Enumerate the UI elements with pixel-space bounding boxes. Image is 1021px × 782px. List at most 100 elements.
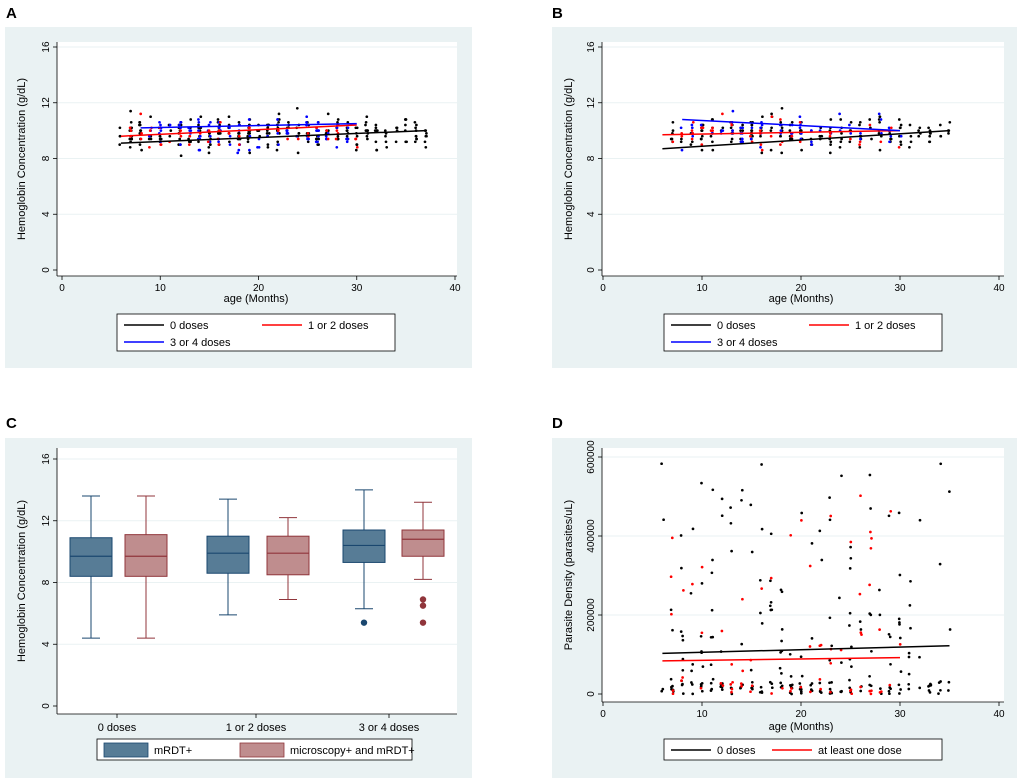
panel-a-point-black-138 (237, 120, 241, 124)
panel-d-point-black-16 (661, 687, 665, 691)
panel-d-point-black-204 (908, 604, 912, 607)
panel-c-plot-area (57, 448, 457, 714)
panel-b-point-black-93 (870, 137, 873, 141)
panel-b-ytick-label-3: 12 (586, 97, 597, 109)
panel-d-point-black-215 (897, 617, 901, 621)
panel-a-point-black-142 (267, 132, 271, 135)
panel-a-ytick-label-0: 0 (41, 267, 52, 273)
panel-a-point-black-128 (383, 129, 387, 132)
panel-a-point-black-249 (315, 137, 319, 141)
panel-d-point-black-156 (887, 632, 891, 636)
panel-a-point-black-251 (139, 129, 142, 132)
panel-a-xtick-label-2: 20 (253, 283, 265, 294)
panel-d-point-black-54 (711, 558, 714, 562)
panel-d-point-black-123 (750, 680, 754, 684)
panel-a-point-black-29 (169, 129, 173, 132)
panel-a-point-red-2 (139, 137, 143, 141)
panel-b-point-red-31 (828, 134, 832, 138)
panel-a-point-blue-43 (306, 137, 309, 141)
panel-b-legend-label-0: 0 doses (717, 320, 756, 332)
panel-a-legend-label-2: 3 or 4 doses (170, 337, 231, 349)
panel-b-point-black-133 (739, 129, 742, 132)
panel-a-point-blue-54 (159, 123, 162, 127)
panel-d-point-black-67 (679, 534, 683, 537)
panel-d-point-black-114 (710, 608, 714, 612)
panel-a-point-blue-17 (305, 120, 308, 124)
panel-a-point-blue-64 (228, 134, 232, 138)
panel-d: D 0 200000 400000 600000 0 10 20 30 40 age (Mont… (552, 415, 1017, 778)
panel-b-point-black-105 (899, 140, 903, 144)
panel-d-point-black-213 (878, 588, 881, 592)
panel-b-point-red-12 (779, 143, 782, 146)
panel-b-point-black-101 (790, 137, 794, 141)
panel-d-point-black-181 (699, 684, 703, 688)
panel-a-point-black-20 (140, 148, 143, 152)
panel-a-point-blue-51 (276, 132, 280, 135)
panel-b-ytick-label-1: 4 (586, 211, 597, 217)
panel-a-point-red-35 (159, 143, 163, 146)
panel-a-point-blue-85 (237, 148, 241, 152)
panel-b-xtick-label-3: 30 (894, 283, 906, 294)
panel-d-point-black-144 (818, 529, 822, 533)
panel-d-point-black-106 (848, 567, 852, 570)
panel-d-point-black-80 (690, 681, 693, 684)
panel-d-point-black-174 (888, 635, 892, 639)
panel-b-point-red-7 (858, 143, 861, 146)
panel-b-xtick-label-4: 40 (993, 283, 1005, 294)
panel-b-point-black-158 (689, 143, 693, 146)
panel-d-point-black-203 (898, 573, 902, 577)
panel-b-point-black-39 (858, 145, 862, 149)
panel-d-point-red-61 (850, 692, 854, 696)
panel-d-point-red-52 (858, 592, 862, 596)
panel-b-point-black-64 (889, 137, 893, 141)
panel-d-point-black-48 (740, 642, 744, 646)
panel-d-point-red-36 (879, 690, 883, 693)
panel-a-point-blue-77 (346, 137, 350, 141)
panel-a-point-black-120 (384, 134, 387, 138)
panel-d-point-red-13 (682, 589, 685, 592)
panel-d-point-black-165 (818, 690, 822, 693)
panel-b-ytick-label-2: 8 (586, 155, 597, 161)
panel-b-point-black-29 (671, 120, 675, 124)
panel-b-point-red-10 (879, 140, 883, 144)
panel-d-point-black-121 (907, 687, 911, 691)
panel-b-point-black-161 (899, 126, 902, 130)
panel-d-point-red-4 (781, 686, 784, 690)
panel-d-point-black-59 (828, 658, 832, 662)
panel-c-ytick-label-1: 4 (41, 641, 52, 647)
panel-d-point-red-45 (829, 514, 833, 518)
panel-b-point-red-8 (671, 140, 675, 144)
panel-a-point-black-73 (275, 148, 279, 152)
panel-b-point-black-128 (849, 120, 853, 124)
panel-a-point-black-157 (326, 112, 330, 116)
panel-a-ylabel: Hemoglobin Concentration (g/dL) (16, 78, 28, 240)
panel-b-point-black-55 (690, 140, 694, 144)
panel-a-point-black-188 (317, 143, 320, 146)
panel-a-point-black-230 (248, 132, 251, 135)
panel-b-point-red-14 (798, 140, 802, 144)
panel-a-fit-lines (120, 122, 426, 144)
panel-a-legend-box (116, 313, 396, 352)
panel-d-point-black-206 (769, 579, 772, 583)
panel-d-point-red-55 (859, 685, 862, 689)
panel-b-point-red-9 (897, 145, 901, 149)
panel-d-point-red-60 (809, 690, 812, 694)
panel-c-legend: mRDT+ microscopy+ and mRDT+ (96, 738, 415, 761)
panel-a-point-blue-66 (257, 145, 261, 149)
panel-a-point-black-31 (128, 145, 132, 149)
panel-a-point-black-183 (317, 137, 321, 141)
panel-a-point-black-144 (306, 140, 310, 144)
panel-d-point-black-63 (848, 686, 852, 690)
panel-a-point-blue-16 (209, 120, 212, 124)
panel-d-axes: 0 200000 400000 600000 0 10 20 30 40 (586, 440, 1005, 720)
panel-d-point-red-18 (808, 564, 812, 568)
panel-a-point-black-213 (276, 140, 280, 144)
panel-c-legend-swatch-0 (103, 742, 149, 758)
panel-d-point-black-115 (889, 662, 892, 666)
panel-a-point-blue-5 (159, 129, 163, 132)
panel-a-xtick-label-1: 10 (155, 283, 167, 294)
panel-a-point-black-174 (336, 118, 340, 121)
panel-d-point-black-50 (662, 518, 665, 522)
panel-d-point-red-65 (699, 686, 703, 690)
panel-a-legend: 0 doses 1 or 2 doses 3 or 4 doses (116, 313, 396, 352)
